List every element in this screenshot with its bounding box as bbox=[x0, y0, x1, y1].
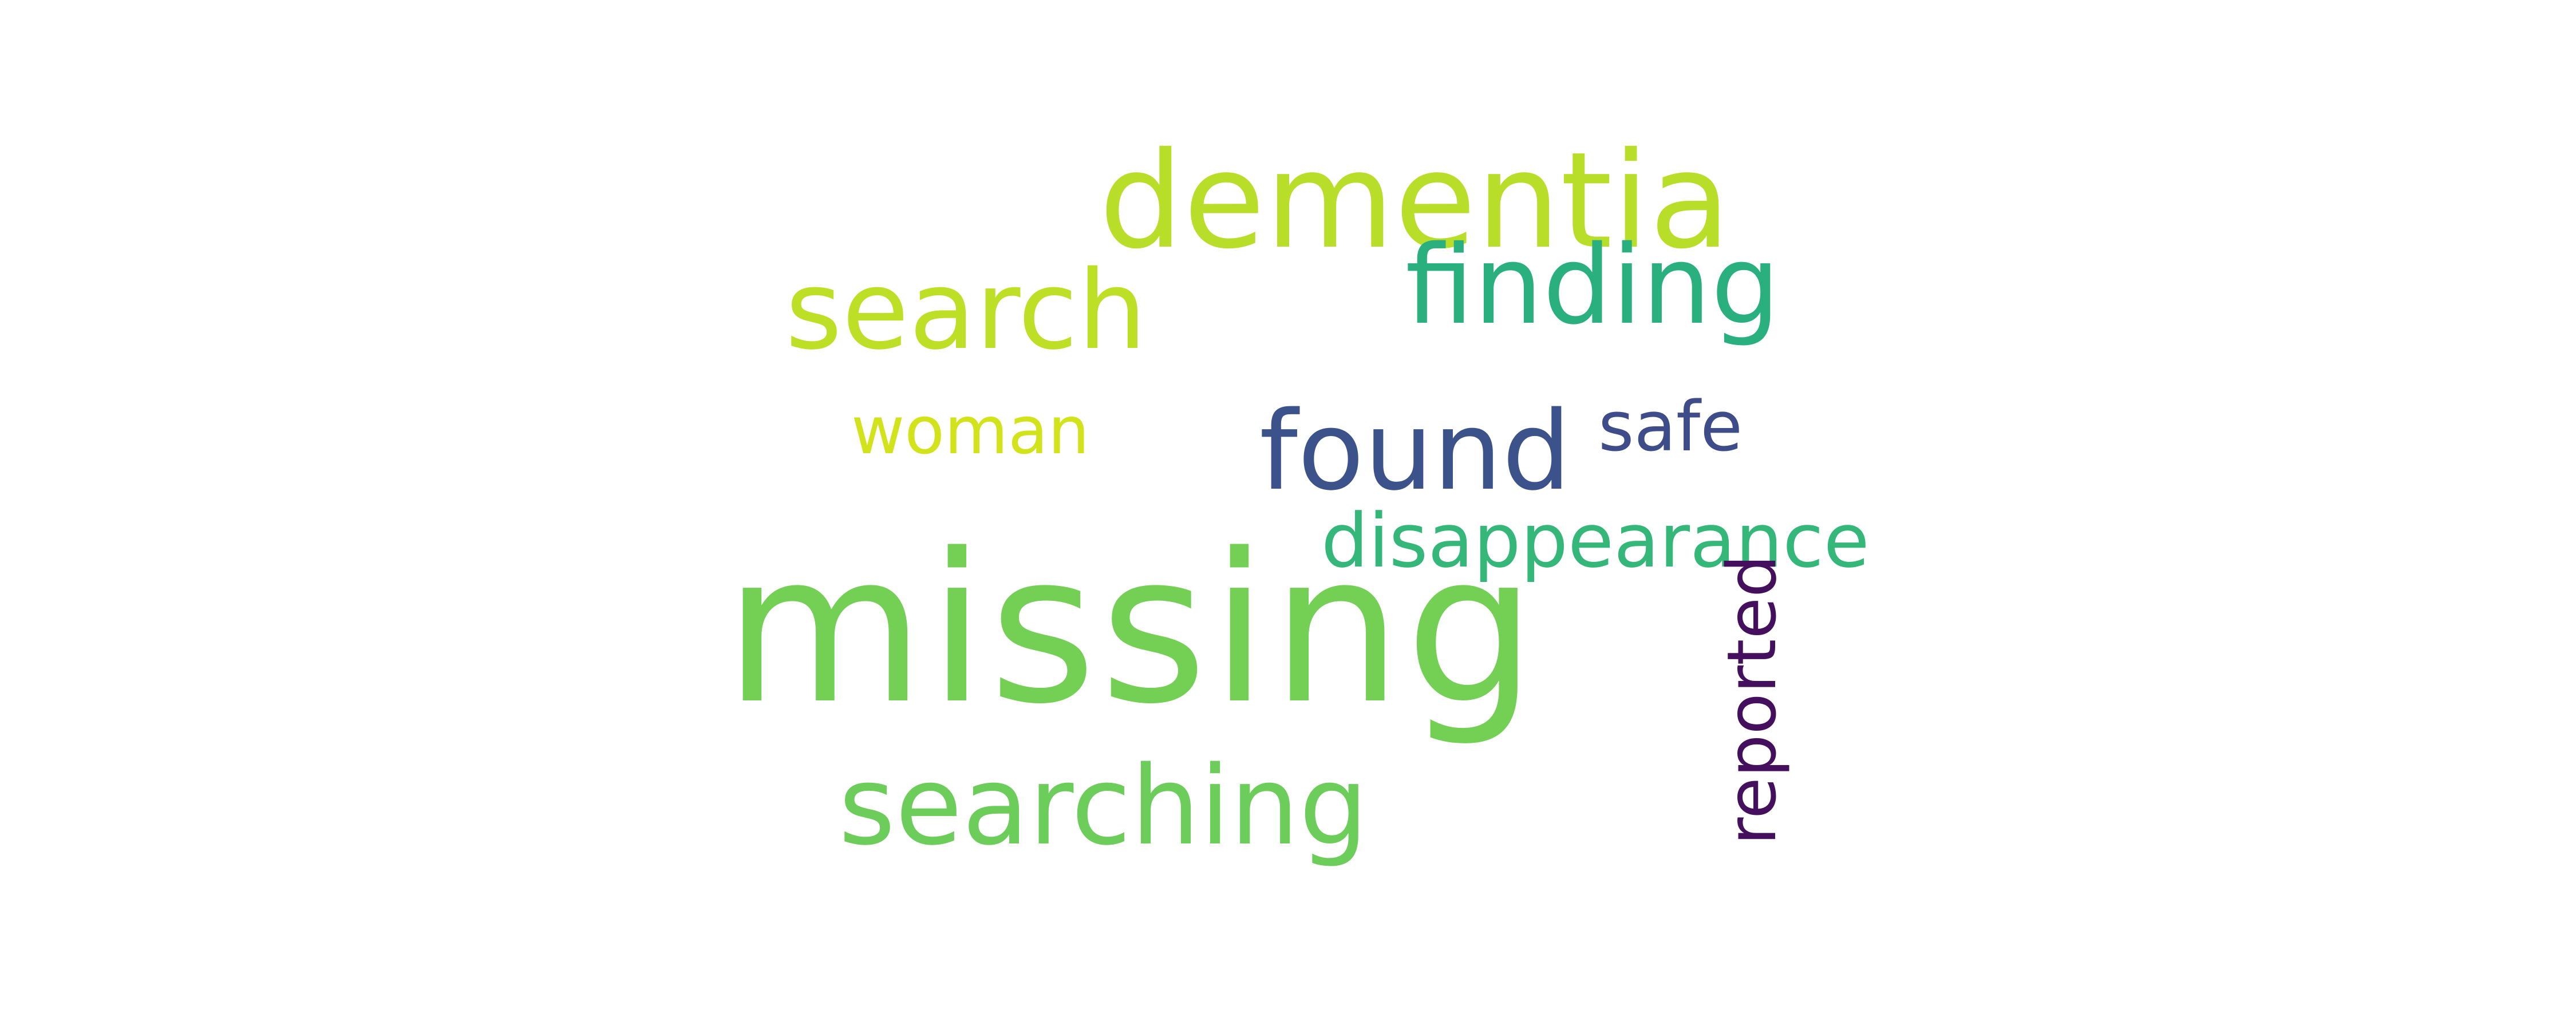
word-found: found bbox=[1259, 388, 1571, 514]
word-search: search bbox=[785, 247, 1147, 374]
word-searching: searching bbox=[839, 743, 1368, 869]
word-disappearance: disappearance bbox=[1321, 497, 1870, 584]
word-dementia: dementia bbox=[1099, 124, 1731, 278]
word-missing: missing bbox=[724, 509, 1540, 749]
word-woman: woman bbox=[851, 393, 1090, 469]
word-finding: finding bbox=[1405, 222, 1780, 348]
word-safe: safe bbox=[1598, 387, 1743, 467]
word-reported: reported bbox=[1712, 554, 1791, 845]
